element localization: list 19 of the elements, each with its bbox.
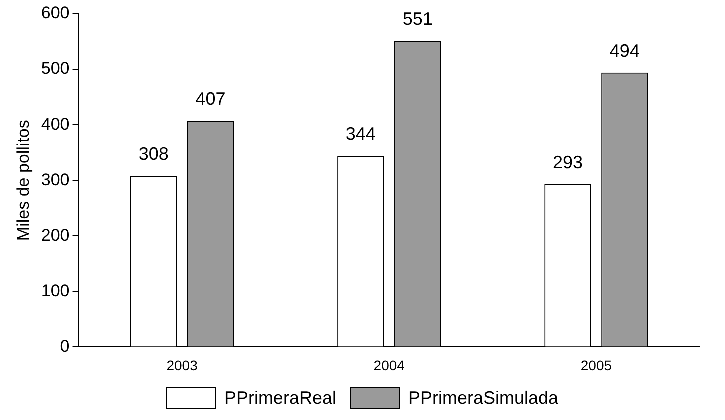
y-axis-title: Miles de pollitos — [14, 120, 33, 242]
text: PPrimeraReal — [224, 388, 336, 408]
x-tick-label: 2004 — [374, 357, 406, 374]
data-label: 407 — [196, 89, 226, 110]
y-tick-label: 200 — [41, 226, 70, 245]
y-tick-label: 600 — [41, 4, 70, 23]
data-label: 344 — [346, 124, 376, 144]
y-tick-label: 500 — [41, 59, 70, 78]
y-tick-label: 300 — [41, 170, 70, 190]
data-label: 551 — [402, 9, 433, 30]
y-tick-label: 100 — [41, 281, 70, 300]
x-tick-label: 2003 — [166, 357, 198, 374]
legend-label: PPrimeraSimulada — [408, 388, 559, 408]
data-label: 293 — [552, 152, 584, 172]
y-tick-label: 0 — [60, 336, 70, 356]
data-label: 494 — [610, 40, 640, 61]
y-tick-label: 400 — [41, 114, 70, 134]
x-tick-label: 2005 — [580, 357, 612, 374]
data-label: 308 — [138, 144, 169, 164]
